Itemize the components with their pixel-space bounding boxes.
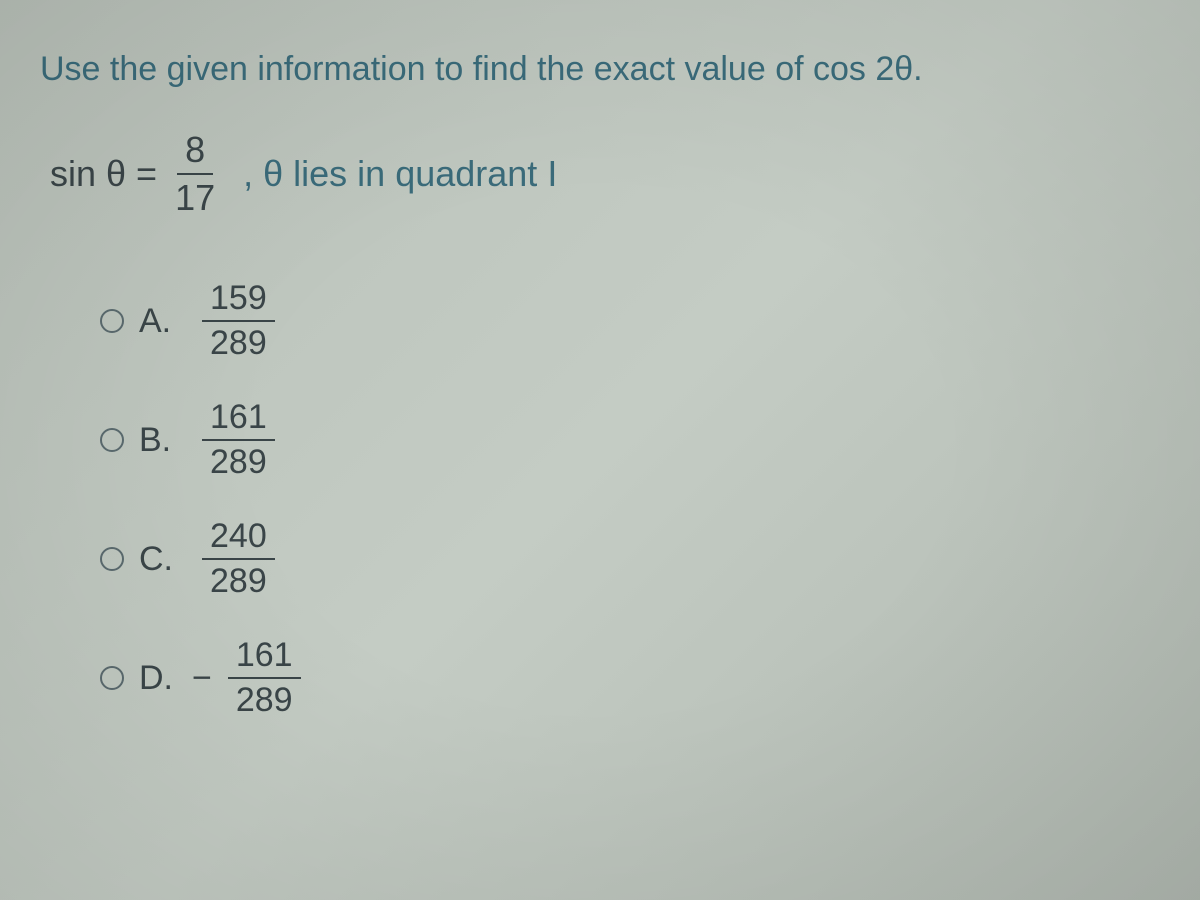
given-prefix: sin θ = bbox=[50, 153, 157, 195]
radio-icon[interactable] bbox=[100, 547, 124, 571]
given-info: sin θ = 8 17 , θ lies in quadrant I bbox=[50, 129, 1160, 219]
question-prompt: Use the given information to find the ex… bbox=[40, 50, 1160, 89]
option-label: D. bbox=[139, 659, 174, 698]
fraction-denominator: 289 bbox=[202, 560, 275, 601]
radio-icon[interactable] bbox=[100, 666, 124, 690]
negative-sign: − bbox=[192, 659, 212, 698]
option-b[interactable]: B. 161 289 bbox=[100, 398, 1160, 482]
option-label: A. bbox=[139, 302, 174, 341]
option-fraction: 161 289 bbox=[228, 636, 301, 720]
option-label: B. bbox=[139, 421, 174, 460]
radio-icon[interactable] bbox=[100, 428, 124, 452]
radio-icon[interactable] bbox=[100, 309, 124, 333]
option-fraction: 159 289 bbox=[202, 279, 275, 363]
fraction-numerator: 161 bbox=[202, 398, 275, 441]
given-fraction: 8 17 bbox=[167, 129, 223, 219]
question-container: Use the given information to find the ex… bbox=[20, 20, 1180, 785]
option-c[interactable]: C. 240 289 bbox=[100, 517, 1160, 601]
option-label: C. bbox=[139, 540, 174, 579]
option-fraction: 240 289 bbox=[202, 517, 275, 601]
fraction-denominator: 289 bbox=[202, 441, 275, 482]
fraction-numerator: 159 bbox=[202, 279, 275, 322]
fraction-denominator: 289 bbox=[228, 679, 301, 720]
option-a[interactable]: A. 159 289 bbox=[100, 279, 1160, 363]
given-suffix: , θ lies in quadrant I bbox=[243, 153, 557, 195]
given-fraction-denominator: 17 bbox=[167, 175, 223, 219]
options-container: A. 159 289 B. 161 289 C. 240 289 D. bbox=[100, 279, 1160, 720]
given-fraction-numerator: 8 bbox=[177, 129, 213, 175]
fraction-numerator: 240 bbox=[202, 517, 275, 560]
fraction-denominator: 289 bbox=[202, 322, 275, 363]
fraction-numerator: 161 bbox=[228, 636, 301, 679]
option-d[interactable]: D. − 161 289 bbox=[100, 636, 1160, 720]
option-fraction: 161 289 bbox=[202, 398, 275, 482]
